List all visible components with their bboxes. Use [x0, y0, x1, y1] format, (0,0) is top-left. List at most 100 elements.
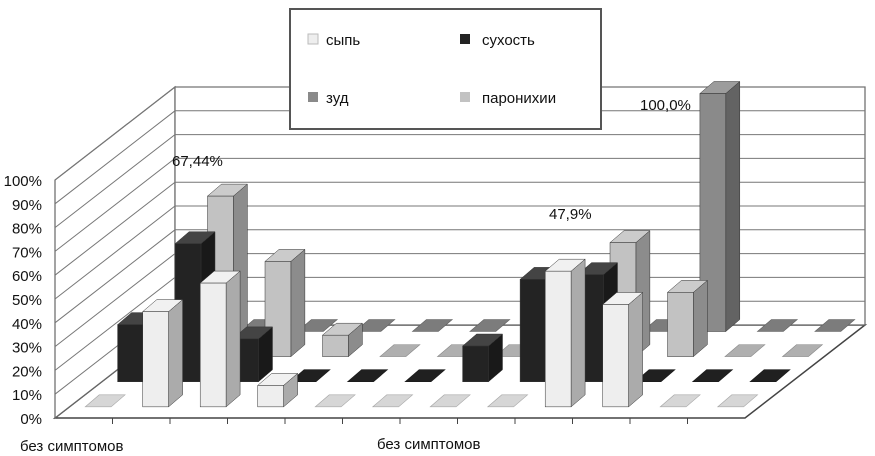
gridline: [54, 181, 865, 276]
bar-side: [693, 279, 708, 358]
gridline: [54, 86, 865, 181]
y-tick-label: 50%: [12, 292, 42, 309]
y-tick-label: 80%: [12, 221, 42, 238]
bar: [296, 319, 339, 332]
gridline: [54, 134, 865, 228]
bar-front: [199, 282, 227, 408]
bar-floor-marker: [814, 319, 856, 332]
category-label-2: без симптомов: [377, 436, 480, 453]
bar-floor-marker: [781, 344, 824, 357]
bar-side: [168, 299, 183, 408]
legend-label-rash: сыпь: [326, 32, 360, 49]
category-label-1: без симптомов: [20, 438, 123, 455]
bar: [371, 394, 414, 408]
bar-side: [570, 258, 586, 408]
bar: [814, 319, 856, 332]
bar-floor-marker: [289, 369, 331, 383]
legend-swatch-dryness: [460, 34, 470, 44]
bar: [354, 319, 396, 332]
bar-floor-marker: [429, 394, 471, 408]
bar: [602, 291, 644, 408]
bar-floor-marker: [749, 369, 791, 383]
y-tick-label: 90%: [12, 197, 42, 214]
legend-label-dryness: сухость: [482, 32, 535, 49]
bar: [756, 319, 799, 332]
bar-floor-marker: [379, 344, 421, 357]
gridline: [54, 205, 865, 300]
bar-floor-marker: [756, 319, 799, 332]
annotation-itch-100: 100,0%: [640, 97, 691, 114]
bar: [321, 322, 364, 358]
y-tick-label: 70%: [12, 244, 42, 261]
bar: [486, 394, 529, 408]
gridline: [54, 157, 865, 252]
bar: [404, 369, 446, 383]
bar-floor-marker: [84, 394, 126, 408]
bar-front: [257, 385, 284, 408]
data-annotations: 67,44% 47,9% 100,0%: [172, 97, 691, 223]
bar-side: [725, 80, 741, 333]
bar: [469, 319, 511, 332]
bar-side: [225, 270, 241, 408]
legend-swatch-itch: [308, 92, 318, 102]
annotation-paronychia-47: 47,9%: [549, 206, 592, 223]
bar: [724, 344, 766, 357]
bar-floor-marker: [724, 344, 766, 357]
bar-front: [462, 345, 489, 382]
y-axis: 0% 10% 20% 30% 40% 50% 60% 70% 80% 90% 100%: [4, 173, 42, 428]
gridline: [54, 110, 865, 205]
bar: [411, 319, 454, 332]
bar: [634, 369, 676, 383]
bar: [379, 344, 421, 357]
bar-front: [602, 304, 629, 408]
bar-front: [544, 270, 572, 408]
legend-box: [289, 8, 602, 130]
bar-floor-marker: [634, 369, 676, 383]
bar-floor-marker: [354, 319, 396, 332]
y-tick-label: 20%: [12, 363, 42, 380]
bar: [314, 394, 356, 408]
legend-swatch-paronychia: [460, 92, 470, 102]
bar: [666, 279, 709, 358]
bar: [142, 299, 184, 408]
y-tick-label: 0%: [20, 411, 42, 428]
bar-floor-marker: [716, 394, 759, 408]
bar-floor-marker: [469, 319, 511, 332]
y-tick-label: 60%: [12, 268, 42, 285]
bar: [659, 394, 701, 408]
bar-floor-marker: [371, 394, 414, 408]
bar-floor-marker: [659, 394, 701, 408]
bar: [199, 270, 241, 408]
bar: [84, 394, 126, 408]
annotation-paronychia-67: 67,44%: [172, 153, 223, 170]
y-tick-label: 100%: [4, 173, 42, 190]
bars-group: [84, 80, 856, 408]
bar-side: [628, 291, 643, 408]
bar: [699, 80, 741, 333]
bar-floor-marker: [296, 319, 339, 332]
gridline: [54, 229, 865, 324]
bar: [289, 369, 331, 383]
bar-floor-marker: [346, 369, 389, 383]
bar-floor-marker: [314, 394, 356, 408]
bar: [257, 372, 299, 408]
bar: [544, 258, 586, 408]
bar-front: [519, 279, 547, 382]
legend-label-itch: зуд: [326, 90, 349, 107]
bar-front: [667, 292, 694, 357]
bar-front: [142, 311, 169, 408]
y-tick-label: 10%: [12, 387, 42, 404]
x-axis: без симптомов без симптомов: [20, 436, 480, 455]
bar: [461, 333, 504, 383]
bar-front: [322, 334, 349, 357]
bar: [781, 344, 824, 357]
legend: сыпь сухость зуд паронихии: [289, 8, 602, 130]
bar: [716, 394, 759, 408]
bar-floor-marker: [411, 319, 454, 332]
bar-front: [117, 324, 144, 382]
bar: [749, 369, 791, 383]
bar: [346, 369, 389, 383]
bar-floor-marker: [691, 369, 734, 383]
